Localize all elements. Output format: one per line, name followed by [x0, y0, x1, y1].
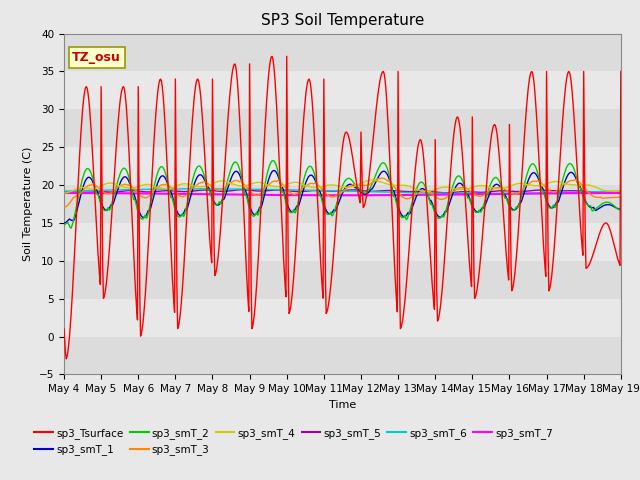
sp3_smT_6 [182, 186, 190, 192]
sp3_smT_5 [206, 188, 214, 193]
Bar [64, 336, 621, 374]
sp3_smT_5 [238, 187, 246, 192]
sp3_smT_2 [617, 207, 625, 213]
sp3_smT_7 [60, 190, 68, 196]
sp3_smT_2 [207, 192, 215, 198]
sp3_smT_1 [60, 220, 68, 226]
sp3_smT_1 [269, 168, 277, 173]
sp3_smT_3 [60, 204, 68, 210]
sp3_smT_1 [335, 200, 342, 206]
sp3_smT_6 [444, 191, 451, 196]
sp3_smT_2 [269, 158, 276, 164]
sp3_smT_2 [390, 193, 397, 199]
sp3_smT_7 [444, 192, 451, 197]
Text: TZ_osu: TZ_osu [72, 51, 121, 64]
sp3_smT_7 [334, 192, 342, 198]
Line: sp3_smT_1: sp3_smT_1 [64, 170, 621, 223]
sp3_smT_5 [568, 188, 575, 193]
sp3_smT_6 [617, 188, 625, 194]
sp3_smT_5 [445, 190, 452, 195]
sp3_smT_7 [389, 192, 397, 198]
sp3_Tsurface [335, 176, 343, 182]
sp3_smT_4 [566, 182, 574, 188]
sp3_smT_3 [206, 182, 214, 188]
Line: sp3_smT_2: sp3_smT_2 [64, 161, 621, 228]
sp3_smT_6 [389, 190, 397, 195]
sp3_smT_4 [389, 182, 397, 188]
sp3_smT_3 [334, 192, 342, 198]
Bar [64, 72, 621, 109]
Bar [64, 299, 621, 336]
sp3_Tsurface [207, 252, 215, 258]
Bar [64, 34, 621, 72]
sp3_smT_4 [617, 188, 625, 194]
Bar [64, 185, 621, 223]
sp3_smT_7 [566, 190, 574, 196]
sp3_smT_5 [60, 189, 68, 195]
sp3_smT_1 [617, 206, 625, 212]
sp3_smT_3 [182, 192, 190, 198]
Legend: sp3_Tsurface, sp3_smT_1, sp3_smT_2, sp3_smT_3, sp3_smT_4, sp3_smT_5, sp3_smT_6, : sp3_Tsurface, sp3_smT_1, sp3_smT_2, sp3_… [30, 424, 557, 459]
X-axis label: Time: Time [329, 400, 356, 409]
sp3_smT_5 [389, 188, 397, 193]
sp3_smT_1 [206, 189, 214, 195]
sp3_smT_3 [444, 193, 451, 199]
sp3_smT_3 [566, 178, 574, 183]
Line: sp3_smT_5: sp3_smT_5 [64, 190, 621, 193]
Bar [64, 109, 621, 147]
sp3_smT_3 [617, 194, 625, 200]
sp3_smT_4 [206, 182, 214, 188]
sp3_smT_7 [617, 190, 625, 196]
Y-axis label: Soil Temperature (C): Soil Temperature (C) [23, 147, 33, 261]
Title: SP3 Soil Temperature: SP3 Soil Temperature [260, 13, 424, 28]
sp3_smT_4 [368, 177, 376, 183]
sp3_smT_5 [182, 189, 190, 194]
sp3_smT_6 [477, 191, 485, 196]
sp3_smT_5 [442, 190, 450, 196]
sp3_Tsurface [183, 210, 191, 216]
sp3_smT_4 [182, 181, 190, 187]
Bar [64, 147, 621, 185]
sp3_Tsurface [283, 53, 291, 59]
Bar [64, 261, 621, 299]
sp3_smT_4 [334, 183, 342, 189]
sp3_Tsurface [60, 326, 68, 332]
sp3_smT_2 [445, 199, 452, 204]
sp3_smT_4 [60, 190, 68, 196]
Line: sp3_smT_7: sp3_smT_7 [64, 193, 621, 195]
sp3_smT_6 [568, 190, 575, 195]
sp3_smT_5 [335, 188, 342, 194]
sp3_Tsurface [63, 356, 70, 362]
sp3_smT_1 [182, 207, 190, 213]
sp3_smT_2 [183, 202, 191, 208]
sp3_smT_6 [60, 188, 68, 194]
sp3_smT_6 [200, 186, 207, 192]
sp3_smT_3 [389, 182, 397, 188]
sp3_smT_1 [566, 169, 574, 175]
Line: sp3_Tsurface: sp3_Tsurface [64, 56, 621, 359]
sp3_smT_2 [335, 192, 343, 198]
sp3_smT_6 [335, 188, 342, 194]
sp3_Tsurface [568, 80, 575, 86]
Bar [64, 223, 621, 261]
sp3_smT_7 [339, 192, 346, 198]
sp3_smT_7 [182, 191, 190, 197]
sp3_Tsurface [390, 240, 397, 245]
sp3_smT_2 [67, 226, 75, 231]
sp3_smT_3 [378, 175, 386, 181]
Line: sp3_smT_4: sp3_smT_4 [64, 180, 621, 193]
sp3_Tsurface [445, 200, 452, 206]
sp3_smT_7 [206, 192, 214, 197]
sp3_Tsurface [617, 69, 625, 74]
sp3_smT_2 [568, 161, 575, 167]
sp3_smT_1 [444, 206, 451, 212]
sp3_smT_4 [444, 184, 451, 190]
sp3_smT_5 [617, 189, 625, 195]
Line: sp3_smT_3: sp3_smT_3 [64, 178, 621, 207]
sp3_smT_1 [389, 188, 397, 193]
sp3_smT_6 [207, 186, 215, 192]
Line: sp3_smT_6: sp3_smT_6 [64, 189, 621, 193]
sp3_smT_2 [60, 222, 68, 228]
